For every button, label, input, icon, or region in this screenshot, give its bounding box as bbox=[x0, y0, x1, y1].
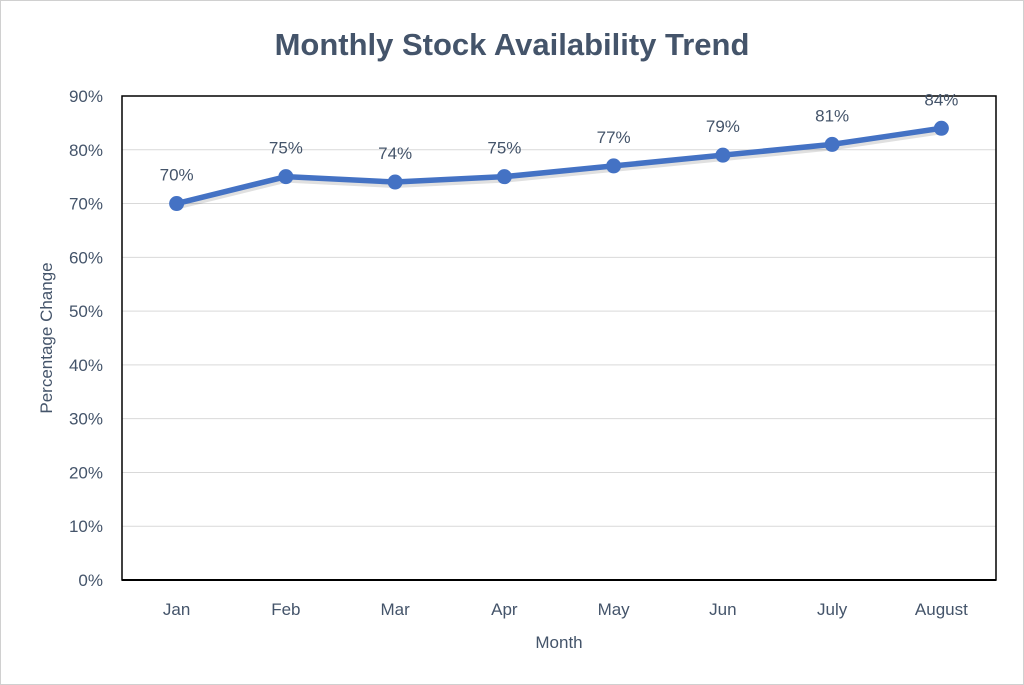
y-tick-label: 20% bbox=[69, 463, 103, 482]
x-tick-label: Feb bbox=[271, 600, 300, 619]
data-point-august bbox=[933, 120, 949, 136]
series-line bbox=[173, 125, 945, 207]
x-tick-label: May bbox=[598, 600, 631, 619]
y-axis-title: Percentage Change bbox=[37, 262, 56, 413]
series-line-shadow bbox=[173, 128, 945, 210]
data-label-may: 77% bbox=[597, 128, 631, 147]
data-label-july: 81% bbox=[815, 106, 849, 125]
x-tick-label: July bbox=[817, 600, 848, 619]
x-tick-label: August bbox=[915, 600, 968, 619]
y-tick-label: 60% bbox=[69, 248, 103, 267]
data-label-august: 84% bbox=[924, 90, 958, 109]
data-point-jan bbox=[169, 196, 185, 212]
data-label-jan: 70% bbox=[160, 166, 194, 185]
chart-title: Monthly Stock Availability Trend bbox=[275, 27, 750, 62]
data-point-july bbox=[824, 136, 840, 152]
data-point-jun bbox=[715, 147, 731, 163]
y-tick-label: 70% bbox=[69, 195, 103, 214]
y-tick-label: 40% bbox=[69, 356, 103, 375]
y-tick-label: 50% bbox=[69, 302, 103, 321]
y-tick-label: 80% bbox=[69, 141, 103, 160]
y-tick-label: 0% bbox=[78, 571, 103, 590]
data-label-apr: 75% bbox=[487, 139, 521, 158]
data-label-mar: 74% bbox=[378, 144, 412, 163]
x-tick-label: Mar bbox=[380, 600, 410, 619]
data-point-feb bbox=[278, 169, 294, 185]
x-tick-label: Jan bbox=[163, 600, 190, 619]
data-label-feb: 75% bbox=[269, 139, 303, 158]
data-point-apr bbox=[496, 169, 512, 185]
data-label-jun: 79% bbox=[706, 117, 740, 136]
data-point-mar bbox=[387, 174, 403, 190]
x-axis-title: Month bbox=[535, 633, 582, 652]
y-tick-label: 90% bbox=[69, 87, 103, 106]
gridlines bbox=[122, 95, 996, 527]
x-tick-label: Apr bbox=[491, 600, 518, 619]
axes: 0% 10% 20% 30% 40% 50% 60% 70% 80% 90% Jan Feb Mar Ap… bbox=[69, 87, 997, 619]
series-stock-availability bbox=[169, 120, 949, 212]
y-tick-label: 10% bbox=[69, 517, 103, 536]
x-tick-label: Jun bbox=[709, 600, 736, 619]
y-tick-label: 30% bbox=[69, 410, 103, 429]
data-point-may bbox=[606, 158, 622, 174]
data-labels: 70% 75% 74% 75% 77% 79% 81% 84% bbox=[160, 90, 959, 184]
